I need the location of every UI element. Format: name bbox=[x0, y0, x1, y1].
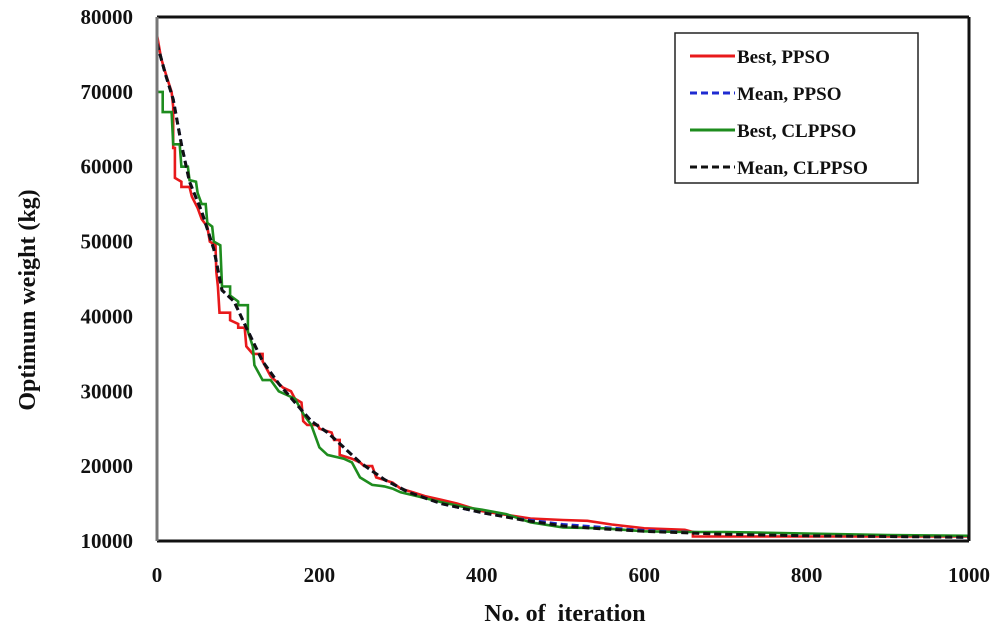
y-tick-label: 70000 bbox=[81, 80, 134, 104]
series-line-mean-clppso bbox=[155, 42, 970, 539]
x-tick-label: 0 bbox=[152, 563, 163, 587]
legend-box bbox=[674, 32, 919, 184]
y-tick-label: 30000 bbox=[81, 379, 134, 403]
y-tick-label: 20000 bbox=[81, 454, 134, 478]
y-tick-label: 50000 bbox=[81, 230, 134, 254]
series-layer bbox=[155, 34, 970, 539]
x-axis-title: No. of iteration bbox=[484, 601, 645, 627]
series-line-best-clppso bbox=[157, 90, 970, 538]
series-line-best-ppso bbox=[155, 34, 969, 538]
x-tick-label: 200 bbox=[304, 563, 336, 587]
legend-label: Mean, PPSO bbox=[737, 84, 842, 105]
x-tick-label: 400 bbox=[466, 563, 498, 587]
y-tick-label: 10000 bbox=[81, 529, 134, 553]
x-axis-ticks: 0 200 400 600 800 1000 bbox=[152, 563, 990, 587]
y-tick-label: 40000 bbox=[81, 304, 134, 328]
legend-label: Best, PPSO bbox=[737, 47, 830, 68]
y-tick-label: 60000 bbox=[81, 155, 134, 179]
y-axis-title: Optimum weight (kg) bbox=[15, 189, 41, 410]
x-tick-label: 1000 bbox=[948, 563, 990, 587]
y-axis-ticks: 10000 20000 30000 40000 50000 60000 70000 80000 bbox=[81, 5, 134, 553]
y-tick-label: 80000 bbox=[81, 5, 134, 29]
x-tick-label: 800 bbox=[791, 563, 823, 587]
legend-label: Best, CLPPSO bbox=[737, 121, 856, 142]
x-tick-label: 600 bbox=[628, 563, 660, 587]
legend: Best, PPSO Mean, PPSO Best, CLPPSO Mean, CL… bbox=[674, 32, 919, 184]
plot-frame bbox=[155, 15, 971, 543]
legend-label: Mean, CLPPSO bbox=[737, 158, 868, 179]
